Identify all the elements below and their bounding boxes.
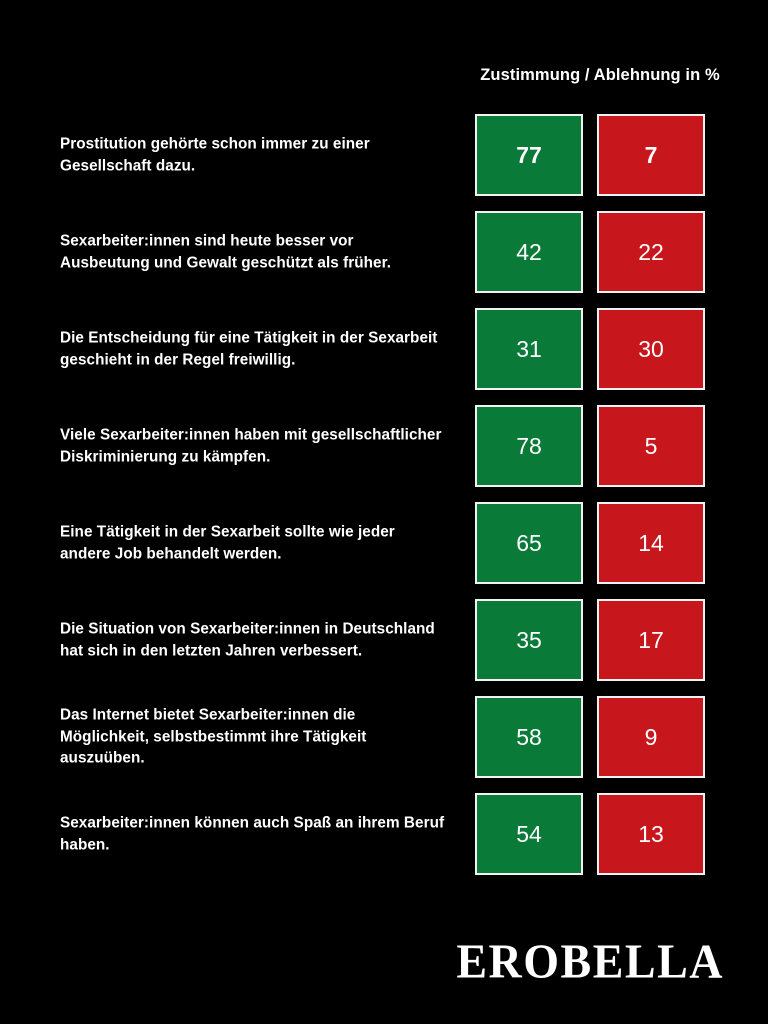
agree-value-box: 65 [475, 502, 583, 584]
reject-value-box: 30 [597, 308, 705, 390]
statement-row: Die Entscheidung für eine Tätigkeit in d… [0, 308, 768, 390]
reject-value-box: 5 [597, 405, 705, 487]
statement-text: Die Entscheidung für eine Tätigkeit in d… [60, 329, 438, 368]
agree-value-box: 42 [475, 211, 583, 293]
reject-value-box: 9 [597, 696, 705, 778]
statement-row: Prostitution gehörte schon immer zu eine… [0, 114, 768, 196]
brand-logo: EROBELLA [456, 934, 724, 989]
agree-value-box: 78 [475, 405, 583, 487]
statement-row: Viele Sexarbeiter:innen haben mit gesell… [0, 405, 768, 487]
statement-text: Eine Tätigkeit in der Sexarbeit sollte w… [60, 523, 395, 562]
statement-text: Prostitution gehörte schon immer zu eine… [60, 135, 370, 174]
agree-value-box: 35 [475, 599, 583, 681]
reject-value-box: 17 [597, 599, 705, 681]
statement-row: Sexarbeiter:innen sind heute besser vor … [0, 211, 768, 293]
reject-value-box: 13 [597, 793, 705, 875]
agree-value-box: 58 [475, 696, 583, 778]
statement-text: Viele Sexarbeiter:innen haben mit gesell… [60, 426, 442, 465]
statement-text: Sexarbeiter:innen sind heute besser vor … [60, 232, 392, 271]
agree-value-box: 77 [475, 114, 583, 196]
statement-text: Sexarbeiter:innen können auch Spaß an ih… [60, 814, 445, 853]
agree-value-box: 54 [475, 793, 583, 875]
reject-value-box: 22 [597, 211, 705, 293]
chart-header-title: Zustimmung / Ablehnung in % [480, 66, 720, 84]
statement-row: Eine Tätigkeit in der Sexarbeit sollte w… [0, 502, 768, 584]
statement-row: Die Situation von Sexarbeiter:innen in D… [0, 599, 768, 681]
statement-row: Das Internet bietet Sexarbeiter:innen di… [0, 696, 768, 778]
reject-value-box: 7 [597, 114, 705, 196]
agree-value-box: 31 [475, 308, 583, 390]
statement-rows: Prostitution gehörte schon immer zu eine… [0, 114, 768, 890]
statement-text: Die Situation von Sexarbeiter:innen in D… [60, 620, 435, 659]
statement-row: Sexarbeiter:innen können auch Spaß an ih… [0, 793, 768, 875]
statement-text: Das Internet bietet Sexarbeiter:innen di… [60, 706, 367, 767]
reject-value-box: 14 [597, 502, 705, 584]
